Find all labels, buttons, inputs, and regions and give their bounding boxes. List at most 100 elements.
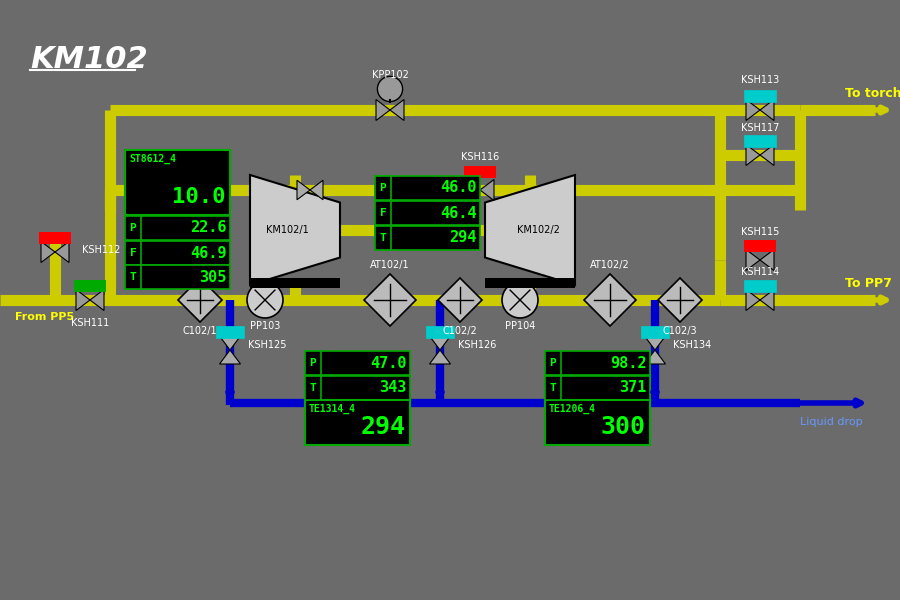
Text: P: P [380,183,386,193]
Bar [125,216,141,240]
Bar [375,201,391,225]
Polygon shape [178,278,222,322]
Polygon shape [220,350,240,364]
Text: KSH114: KSH114 [741,267,779,277]
Bar [216,326,244,338]
Text: 294: 294 [361,415,406,439]
Polygon shape [760,100,774,121]
Text: 294: 294 [450,230,477,245]
Text: To PP7: To PP7 [845,277,892,290]
Bar [375,176,391,200]
Polygon shape [390,100,404,121]
Text: KPP102: KPP102 [372,70,409,80]
Text: TE1314_4: TE1314_4 [309,404,356,414]
Bar [305,376,321,400]
Bar [74,280,106,292]
Bar [744,90,776,102]
Text: KSH117: KSH117 [741,123,779,133]
Text: KM102/1: KM102/1 [266,225,309,235]
Bar [250,278,340,288]
Polygon shape [644,336,665,350]
Text: C102/1: C102/1 [183,326,217,336]
Circle shape [377,76,402,101]
Text: KM102: KM102 [30,45,148,74]
Bar [125,216,230,240]
Polygon shape [429,336,451,350]
Text: KSH116: KSH116 [461,152,500,162]
Polygon shape [584,274,636,326]
Circle shape [502,282,538,318]
Text: T: T [310,383,317,393]
Text: Liquid drop: Liquid drop [800,417,862,427]
Bar [545,376,561,400]
Bar [125,265,141,289]
Text: From PP5: From PP5 [15,312,74,322]
Bar [125,150,230,215]
Text: F: F [130,248,137,258]
Text: P: P [130,223,137,233]
Text: KM102/2: KM102/2 [517,225,560,235]
Text: 10.0: 10.0 [173,187,226,207]
Text: 47.0: 47.0 [371,355,407,370]
Polygon shape [76,289,90,311]
Text: 98.2: 98.2 [610,355,647,370]
Polygon shape [746,145,760,166]
Polygon shape [220,336,240,350]
Bar [485,278,575,288]
Text: 371: 371 [619,380,647,395]
Polygon shape [480,179,494,200]
Text: TE1206_4: TE1206_4 [549,404,596,414]
Polygon shape [41,241,55,263]
Polygon shape [760,289,774,311]
Polygon shape [466,179,480,200]
Polygon shape [485,175,575,285]
Text: KSH126: KSH126 [458,340,497,350]
Text: T: T [380,233,386,243]
Bar [545,351,561,375]
Polygon shape [746,289,760,311]
Bar [744,240,776,252]
Bar [125,241,141,265]
Text: ST8612_4: ST8612_4 [129,154,176,164]
Polygon shape [55,241,69,263]
Text: T: T [130,272,137,282]
Bar [305,400,410,445]
Text: 305: 305 [200,269,227,284]
Bar [39,232,71,244]
Text: P: P [310,358,317,368]
Text: C102/3: C102/3 [662,326,698,336]
Circle shape [247,282,283,318]
Text: C102/2: C102/2 [443,326,477,336]
Bar [744,280,776,292]
Polygon shape [438,278,482,322]
Bar [375,201,480,225]
Text: KSH112: KSH112 [82,245,121,255]
Polygon shape [250,175,340,285]
Bar [545,351,650,375]
Text: KSH125: KSH125 [248,340,286,350]
Text: KSH113: KSH113 [741,75,779,85]
Bar [375,226,480,250]
Bar [305,376,410,400]
Text: 46.0: 46.0 [440,181,477,196]
Polygon shape [658,278,702,322]
Text: KSH134: KSH134 [673,340,711,350]
Text: F: F [380,208,386,218]
Polygon shape [760,250,774,271]
Bar [744,135,776,147]
Polygon shape [376,100,390,121]
Text: T: T [550,383,556,393]
Text: KSH111: KSH111 [71,318,109,328]
Bar [125,241,230,265]
Polygon shape [90,289,104,311]
Polygon shape [364,274,416,326]
Text: P: P [550,358,556,368]
Bar [375,226,391,250]
Bar [426,326,454,338]
Text: To torch: To torch [845,87,900,100]
Polygon shape [746,250,760,271]
Polygon shape [297,180,310,200]
Text: KSH115: KSH115 [741,227,779,237]
Text: AT102/2: AT102/2 [590,260,630,270]
Polygon shape [429,350,451,364]
